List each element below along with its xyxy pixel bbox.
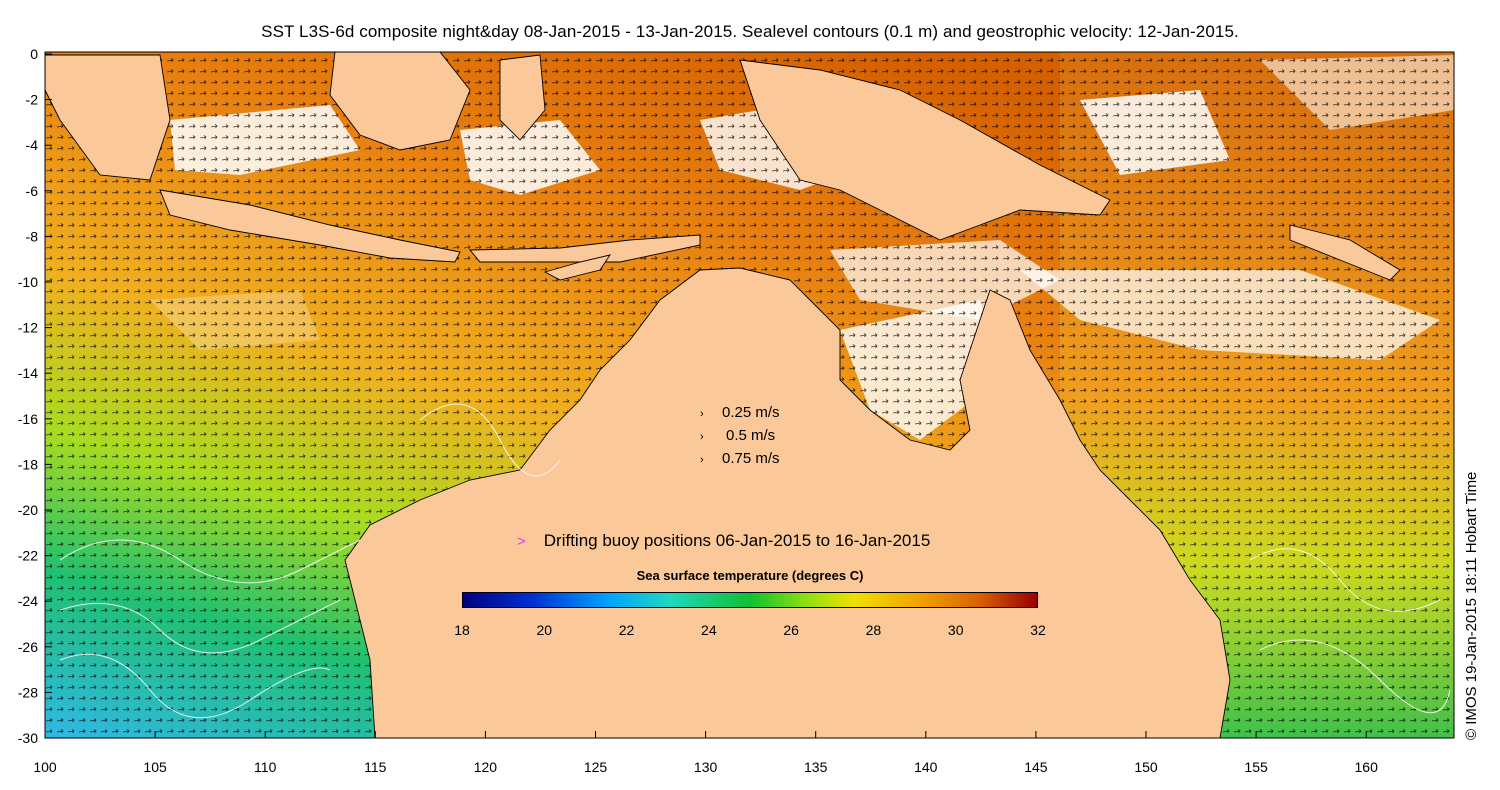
y-tick-label: -10 [18, 274, 38, 290]
x-tick-label: 120 [474, 759, 498, 775]
buoy-legend-label: Drifting buoy positions 06-Jan-2015 to 1… [543, 531, 931, 550]
colorbar-tick-label: 20 [536, 622, 553, 638]
colorbar-tick-label: 28 [865, 622, 882, 638]
y-tick-label: -16 [18, 411, 38, 427]
y-tick-label: -18 [18, 456, 38, 472]
velocity-arrow-icon: › [700, 431, 704, 443]
sealevel-contours [59, 403, 1451, 719]
y-tick-label: -20 [18, 502, 38, 518]
y-tick-label: -12 [18, 320, 38, 336]
x-tick-label: 115 [364, 759, 387, 775]
y-tick-label: -2 [26, 92, 39, 108]
y-tick-label: -26 [18, 639, 38, 655]
x-tick-label: 155 [1244, 759, 1268, 775]
colorbar-tick-label: 24 [701, 622, 717, 638]
y-tick-label: -14 [18, 365, 38, 381]
colorbar-tick-label: 18 [454, 622, 470, 638]
x-tick-label: 110 [254, 759, 277, 775]
y-tick-label: -4 [26, 137, 39, 153]
x-tick-label: 105 [143, 759, 167, 775]
y-tick-label: -8 [26, 228, 39, 244]
velocity-key-label: 0.5 m/s [726, 427, 776, 444]
colorbar [462, 592, 1038, 608]
plot-frame [44, 51, 1455, 739]
colorbar-tick-label: 30 [947, 622, 964, 638]
map-title: SST L3S-6d composite night&day 08-Jan-20… [261, 22, 1239, 41]
y-tick-label: -24 [18, 593, 38, 609]
x-axis: 100 105 110 115 120 125 130 135 140 145 150 155 160 [33, 731, 1378, 775]
y-tick-label: -22 [18, 548, 38, 564]
colorbar-tick-label: 26 [783, 622, 799, 638]
y-tick-label: -28 [18, 684, 38, 700]
y-tick-label: -6 [26, 183, 39, 199]
x-tick-label: 145 [1024, 759, 1048, 775]
buoy-marker-icon: > [517, 533, 526, 550]
velocity-key-label: 0.75 m/s [722, 450, 780, 467]
y-tick-label: 0 [30, 46, 38, 62]
colorbar-tick-label: 32 [1030, 622, 1046, 638]
x-tick-label: 160 [1355, 759, 1379, 775]
buoy-legend: > Drifting buoy positions 06-Jan-2015 to … [517, 531, 930, 551]
y-tick-label: -30 [18, 730, 38, 746]
velocity-arrow-icon: › [700, 408, 704, 420]
velocity-arrow-icon: › [700, 454, 704, 466]
x-tick-label: 140 [914, 759, 938, 775]
velocity-key-label: 0.25 m/s [722, 404, 780, 421]
x-tick-label: 100 [33, 759, 57, 775]
x-tick-label: 150 [1134, 759, 1158, 775]
land [44, 51, 1401, 739]
y-axis: 0 -2 -4 -6 -8 -10 -12 -14 -16 -18 -20 -22 -24 -26 -28 -… [18, 46, 52, 746]
credit-text: © IMOS 19-Jan-2015 18:11 Hobart Time [1463, 471, 1480, 740]
x-tick-label: 135 [804, 759, 828, 775]
colorbar-tick-label: 22 [618, 622, 635, 638]
x-tick-label: 125 [584, 759, 608, 775]
x-tick-label: 130 [694, 759, 718, 775]
colorbar-title: Sea surface temperature (degrees C) [636, 568, 864, 583]
